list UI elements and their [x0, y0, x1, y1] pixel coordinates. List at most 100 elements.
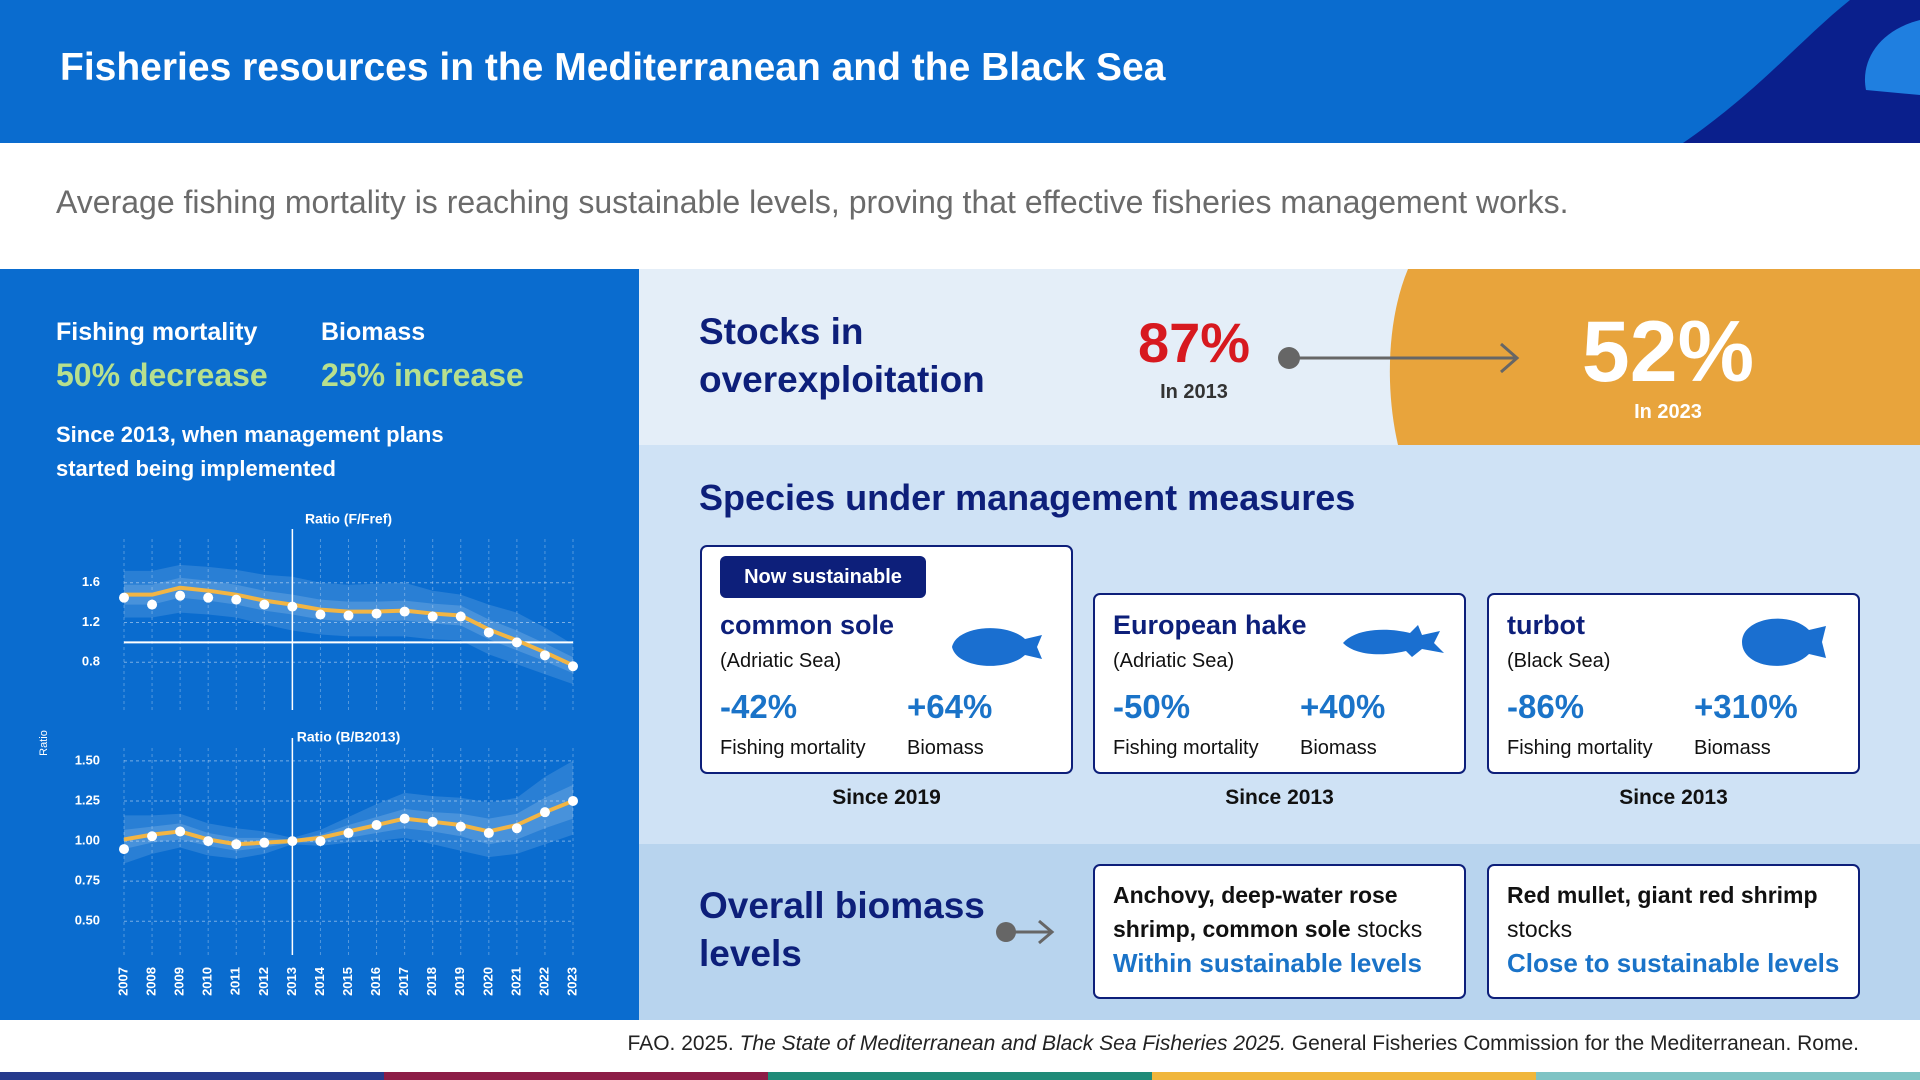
since-label: Since 2013	[1619, 786, 1728, 809]
x-tick-label: 2023	[564, 967, 579, 996]
mortality-change: -86%	[1507, 688, 1585, 725]
fish-icon	[1742, 618, 1826, 666]
y-tick-label: 1.2	[82, 614, 100, 629]
data-point	[175, 590, 186, 601]
data-point	[231, 839, 242, 850]
x-tick-label: 2012	[256, 967, 271, 996]
stocks-after-label: In 2023	[1634, 401, 1702, 423]
species-card: Now sustainable common sole (Adriatic Se…	[700, 545, 1073, 774]
species-region: (Adriatic Sea)	[1113, 650, 1235, 672]
species-name: turbot	[1507, 610, 1585, 640]
uncertainty-band	[124, 784, 573, 851]
chart-title: Ratio (B/B2013)	[297, 729, 400, 745]
stocks-title: Stocks in overexploitation	[699, 311, 985, 400]
biomass-card: Anchovy, deep-water rose shrimp, common …	[1093, 864, 1466, 999]
data-point	[399, 606, 410, 617]
biomass-change: +310%	[1694, 688, 1798, 725]
source-title: The State of Mediterranean and Black Sea…	[739, 1032, 1286, 1055]
species-name: European hake	[1113, 610, 1307, 640]
stripe	[768, 1072, 1152, 1080]
page-title: Fisheries resources in the Mediterranean…	[60, 46, 1166, 89]
y-tick-label: 0.8	[82, 654, 100, 669]
data-point	[119, 844, 129, 855]
fish	[1742, 618, 1826, 666]
biomass-status: Within sustainable levels	[1113, 948, 1422, 978]
data-point	[511, 637, 522, 648]
since-label: Since 2013	[1225, 786, 1334, 809]
source-pre: FAO. 2025.	[627, 1032, 734, 1055]
stock-suffix: stocks	[1507, 916, 1573, 942]
data-point	[259, 837, 270, 848]
data-point	[343, 610, 354, 621]
data-point	[203, 592, 214, 603]
data-point	[147, 599, 158, 610]
stocks-highlight	[1278, 269, 1920, 445]
x-tick-label: 2017	[396, 967, 411, 996]
stripe	[1536, 1072, 1920, 1080]
data-point	[287, 601, 298, 612]
biomass-label: Biomass	[1694, 737, 1771, 759]
summary-label: Biomass	[321, 318, 426, 346]
data-point	[371, 820, 382, 831]
stripe	[384, 1072, 768, 1080]
x-tick-label: 2020	[480, 967, 495, 996]
data-point	[259, 599, 270, 610]
stocks-after: 52%	[1581, 304, 1755, 400]
biomass-status: Close to sustainable levels	[1507, 948, 1840, 978]
x-tick-label: 2013	[284, 967, 299, 996]
x-tick-label: 2009	[172, 967, 187, 996]
fish-icon	[952, 628, 1042, 666]
mortality-change: -42%	[720, 688, 798, 725]
species-title: Species under management measures	[699, 477, 1356, 518]
data-point	[315, 609, 326, 620]
y-tick-label: 1.50	[75, 752, 100, 767]
subtitle: Average fishing mortality is reaching su…	[56, 184, 1569, 220]
mortality-label: Fishing mortality	[1507, 737, 1653, 759]
data-point	[568, 661, 578, 672]
biomass-change: +64%	[907, 688, 993, 725]
color-stripe	[0, 1072, 1920, 1080]
stocks-before-label: In 2013	[1160, 381, 1228, 403]
source-post: General Fisheries Commission for the Med…	[1291, 1032, 1859, 1055]
summary-label: Fishing mortality	[56, 318, 258, 346]
decor-shape	[1864, 20, 1920, 95]
fish	[952, 628, 1042, 666]
data-point	[287, 836, 298, 847]
stripe	[1152, 1072, 1536, 1080]
decor-shape	[1683, 0, 1920, 143]
arrow-head	[1500, 342, 1520, 374]
species-card: turbot (Black Sea) -86% +310% Fishing mo…	[1487, 593, 1860, 774]
y-tick-label: 0.75	[75, 873, 100, 888]
highlight-shape	[1389, 269, 1920, 445]
mortality-label: Fishing mortality	[720, 737, 866, 759]
biomass-title: Overall biomass levels	[699, 885, 985, 974]
y-tick-label: 0.50	[75, 913, 100, 928]
summary-change: 25% increase	[321, 357, 524, 393]
y-tick-label: 1.00	[75, 833, 100, 848]
data-point	[427, 816, 438, 827]
x-tick-label: 2022	[536, 967, 551, 996]
stock-suffix: stocks	[1357, 916, 1423, 942]
species-region: (Black Sea)	[1507, 650, 1611, 672]
data-point	[147, 831, 158, 842]
charts: Ratio (F/Fref) 0.8 1.2 1.6 Ratio (B/B2013) Ra…	[38, 511, 580, 996]
biomass-card: Red mullet, giant red shrimp stocks Clos…	[1487, 864, 1860, 999]
data-point	[371, 608, 382, 619]
data-point	[455, 821, 466, 832]
fish	[1343, 625, 1444, 657]
y-axis-label: Ratio	[38, 730, 50, 756]
summary-change: 50% decrease	[56, 357, 268, 393]
stocks-before: 87%	[1137, 311, 1251, 374]
x-tick-label: 2014	[312, 966, 327, 996]
data-point	[203, 836, 214, 847]
data-point	[175, 826, 186, 837]
x-tick-label: 2010	[200, 967, 215, 996]
biomass-change: +40%	[1300, 688, 1386, 725]
data-point	[427, 611, 438, 622]
uncertainty-band	[124, 760, 573, 864]
left-panel	[0, 269, 639, 1020]
data-point	[455, 611, 466, 622]
y-tick-label: 1.25	[75, 792, 100, 807]
x-tick-label: 2018	[424, 967, 439, 996]
